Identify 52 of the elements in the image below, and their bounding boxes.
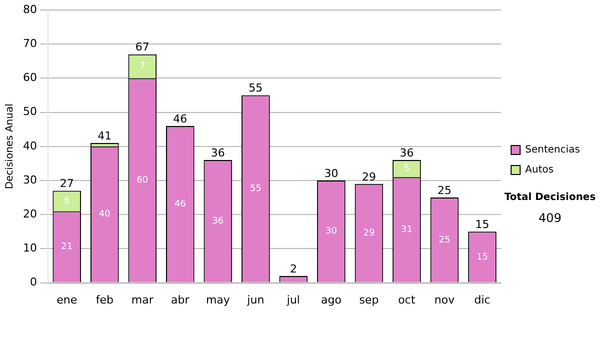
data-label: 46: [174, 199, 186, 210]
x-tick-label: sep: [359, 293, 379, 306]
y-tick-label: 30: [22, 173, 37, 186]
x-tick-label: dic: [474, 293, 490, 306]
y-tick-label: 20: [22, 207, 37, 220]
x-tick-label: feb: [96, 293, 114, 306]
data-label: 40: [98, 210, 111, 220]
y-tick-label: 40: [22, 139, 37, 152]
total-label: 27: [60, 177, 74, 190]
data-label: 60: [136, 176, 148, 186]
data-label: 15: [476, 252, 488, 262]
legend-label: Autos: [525, 164, 554, 176]
text: 409: [538, 211, 562, 225]
total-label: 36: [210, 146, 225, 160]
x-tick-label: jul: [286, 293, 300, 306]
x-tick-label: ene: [56, 293, 78, 306]
legend-label: Sentencias: [525, 144, 580, 156]
x-tick-label: mar: [131, 293, 154, 306]
data-label: 21: [61, 242, 73, 252]
total-label: 2: [290, 262, 297, 276]
y-tick-label: 0: [30, 276, 37, 289]
total-label: 46: [173, 112, 188, 126]
total-label: 15: [475, 218, 490, 232]
data-label: 6: [64, 196, 70, 206]
y-tick-label: 10: [22, 242, 37, 255]
total-label: 29: [362, 170, 376, 184]
x-tick-label: may: [206, 293, 230, 306]
text: Total Decisiones: [503, 192, 597, 203]
data-label: 5: [404, 164, 410, 174]
total-label: 41: [98, 129, 112, 142]
total-label: 67: [135, 40, 150, 54]
y-tick-label: 60: [22, 71, 37, 84]
total-label: 30: [324, 166, 338, 180]
y-tick-label: 80: [22, 2, 37, 16]
x-tick-label: jun: [246, 293, 264, 306]
total-label: 55: [248, 82, 263, 95]
data-label: 55: [250, 184, 262, 194]
data-label: 25: [438, 235, 450, 246]
data-label: 31: [401, 225, 412, 236]
x-tick-label: abr: [171, 293, 190, 306]
data-label: 36: [212, 216, 224, 227]
x-tick-label: ago: [320, 293, 342, 306]
total-label: 36: [400, 146, 414, 160]
data-label: 29: [363, 228, 375, 238]
y-tick-label: 50: [22, 105, 37, 118]
x-tick-label: oct: [398, 293, 416, 306]
y-axis-title: Decisiones Anual: [4, 104, 16, 190]
y-tick-label: 70: [22, 36, 37, 50]
data-label: 30: [325, 226, 338, 237]
total-label: 25: [437, 184, 452, 197]
data-label: 7: [140, 62, 146, 72]
x-tick-label: nov: [434, 293, 456, 306]
